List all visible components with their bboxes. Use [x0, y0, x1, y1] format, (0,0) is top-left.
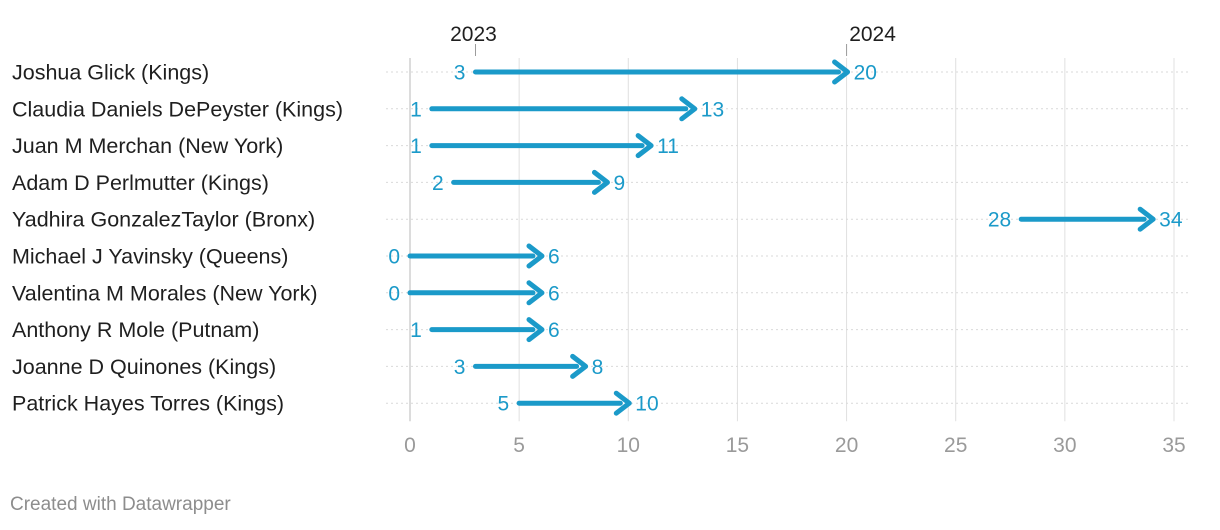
end-value-label: 6 — [548, 246, 560, 269]
data-row: Anthony R Mole (Putnam) 1 6 — [12, 317, 560, 343]
end-value-label: 6 — [548, 319, 560, 342]
data-row: Yadhira GonzalezTaylor (Bronx) 28 34 — [12, 206, 1183, 232]
x-tick-label-35: 35 — [1162, 434, 1185, 457]
start-value-label: 3 — [454, 356, 466, 379]
end-value-label: 13 — [701, 98, 724, 121]
start-value-label: 1 — [410, 98, 422, 121]
category-label: Joshua Glick (Kings) — [12, 61, 209, 85]
data-row: Patrick Hayes Torres (Kings) 5 10 — [12, 390, 659, 416]
category-label: Valentina M Morales (New York) — [12, 281, 318, 305]
start-value-label: 1 — [410, 135, 422, 158]
x-tick-label-5: 5 — [513, 434, 525, 457]
start-value-label: 28 — [988, 209, 1011, 232]
arrow-head — [679, 96, 698, 122]
category-label: Anthony R Mole (Putnam) — [12, 318, 259, 342]
category-label: Juan M Merchan (New York) — [12, 134, 283, 158]
arrow-chart: 0 5 10 15 20 25 30 35 2023 2024 Joshua Glick (Ki… — [12, 23, 1190, 457]
arrow-head — [526, 243, 545, 269]
x-tick-label-10: 10 — [617, 434, 640, 457]
data-row: Juan M Merchan (New York) 1 11 — [12, 133, 679, 159]
end-value-label: 10 — [635, 393, 658, 416]
category-label: Joanne D Quinones (Kings) — [12, 355, 276, 379]
start-value-label: 2 — [432, 172, 444, 195]
data-row: Adam D Perlmutter (Kings) 2 9 — [12, 169, 625, 195]
start-value-label: 0 — [388, 246, 400, 269]
legend-to-label: 2024 — [849, 23, 896, 46]
end-value-label: 6 — [548, 282, 560, 305]
x-tick-label-25: 25 — [944, 434, 967, 457]
arrow-head — [591, 169, 610, 195]
category-label: Claudia Daniels DePeyster (Kings) — [12, 97, 343, 121]
x-axis: 0 5 10 15 20 25 30 35 — [404, 434, 1186, 457]
data-row: Michael J Yavinsky (Queens) 0 6 — [12, 243, 560, 269]
category-label: Yadhira GonzalezTaylor (Bronx) — [12, 208, 315, 232]
arrow-head — [1137, 206, 1156, 232]
x-tick-label-30: 30 — [1053, 434, 1076, 457]
arrow-head — [526, 280, 545, 306]
x-tick-label-0: 0 — [404, 434, 416, 457]
category-label: Michael J Yavinsky (Queens) — [12, 245, 288, 269]
arrow-head — [635, 133, 654, 159]
end-value-label: 8 — [592, 356, 604, 379]
start-value-label: 5 — [497, 393, 509, 416]
data-row: Valentina M Morales (New York) 0 6 — [12, 280, 560, 306]
end-value-label: 34 — [1159, 209, 1183, 232]
end-value-label: 9 — [613, 172, 625, 195]
data-row: Joanne D Quinones (Kings) 3 8 — [12, 353, 604, 379]
category-label: Patrick Hayes Torres (Kings) — [12, 392, 284, 416]
x-tick-label-15: 15 — [726, 434, 749, 457]
end-value-label: 11 — [657, 135, 679, 158]
start-value-label: 0 — [388, 282, 400, 305]
legend-from-label: 2023 — [450, 23, 497, 46]
x-tick-label-20: 20 — [835, 434, 858, 457]
data-row: Joshua Glick (Kings) 3 20 — [12, 59, 877, 85]
arrow-head — [613, 390, 632, 416]
category-label: Adam D Perlmutter (Kings) — [12, 171, 269, 195]
start-value-label: 3 — [454, 62, 466, 85]
arrow-head — [832, 59, 851, 85]
footer-credit: Created with Datawrapper — [10, 494, 231, 515]
legend: 2023 2024 — [450, 23, 896, 56]
end-value-label: 20 — [854, 62, 877, 85]
arrow-head — [570, 353, 589, 379]
data-row: Claudia Daniels DePeyster (Kings) 1 13 — [12, 96, 724, 122]
start-value-label: 1 — [410, 319, 422, 342]
arrow-head — [526, 317, 545, 343]
